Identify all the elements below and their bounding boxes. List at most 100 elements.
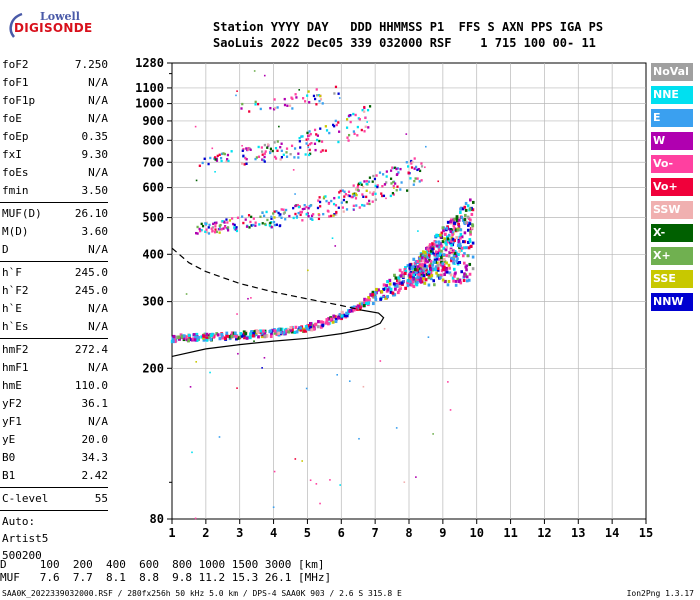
- param-value: N/A: [88, 76, 108, 89]
- noise-mark: [253, 70, 256, 72]
- spread-echo-mark: [455, 251, 458, 255]
- echo-mark: [177, 335, 181, 339]
- spread-echo-mark: [467, 240, 470, 244]
- echo-mark: [207, 232, 211, 235]
- echo-mark: [337, 92, 340, 95]
- echo-mark: [261, 150, 264, 153]
- param-name: h`E: [2, 302, 22, 315]
- echo-mark: [363, 110, 366, 113]
- noise-mark: [403, 481, 406, 483]
- spread-echo-mark: [450, 259, 453, 263]
- spread-echo-mark: [467, 246, 471, 250]
- echo-mark: [297, 205, 301, 209]
- echo-mark: [218, 227, 222, 230]
- spread-echo-mark: [452, 257, 456, 261]
- echo-mark: [321, 323, 325, 327]
- param-row-fof1: foF1 N/A: [0, 74, 108, 92]
- spread-echo-mark: [453, 221, 457, 225]
- spread-echo-mark: [429, 246, 432, 250]
- spread-echo-mark: [452, 256, 456, 260]
- spread-echo-mark: [466, 254, 470, 258]
- spread-echo-mark: [433, 258, 437, 262]
- echo-mark: [384, 296, 388, 300]
- echo-mark: [195, 338, 199, 342]
- echo-mark: [255, 329, 259, 333]
- legend-item-e: E: [651, 109, 693, 127]
- echo-mark: [261, 153, 264, 156]
- echo-mark: [389, 287, 393, 291]
- echo-mark: [319, 325, 323, 329]
- spread-echo-mark: [437, 245, 441, 249]
- echo-mark: [340, 314, 344, 318]
- x-tick-label: 4: [270, 526, 277, 540]
- spread-echo-mark: [444, 238, 448, 242]
- echo-mark: [241, 215, 244, 218]
- spread-echo-mark: [448, 266, 451, 270]
- echo-mark: [329, 317, 333, 321]
- legend-item-vominus: Vo-: [651, 155, 693, 173]
- echo-mark: [250, 330, 254, 334]
- noise-mark: [305, 387, 308, 390]
- echo-mark: [184, 335, 188, 339]
- echo-mark: [351, 192, 355, 196]
- echo-mark: [200, 222, 203, 226]
- spread-echo-mark: [453, 239, 457, 243]
- noise-mark: [194, 517, 197, 520]
- echo-mark: [215, 157, 218, 160]
- echo-mark: [334, 317, 338, 322]
- spread-echo-mark: [443, 237, 446, 241]
- echo-mark: [235, 226, 238, 229]
- echo-mark: [362, 185, 365, 189]
- noise-mark: [353, 209, 355, 211]
- spread-echo-mark: [462, 220, 466, 224]
- spread-echo-mark: [425, 246, 428, 250]
- echo-mark: [301, 207, 304, 211]
- param-value: N/A: [88, 361, 108, 374]
- echo-mark: [321, 149, 324, 152]
- echo-mark: [342, 198, 345, 202]
- param-value: 55: [94, 492, 108, 505]
- echo-mark: [201, 161, 204, 165]
- echo-mark: [399, 167, 402, 171]
- echo-mark: [275, 332, 279, 336]
- spread-echo-mark: [465, 268, 468, 272]
- echo-mark: [413, 157, 416, 160]
- echo-mark: [270, 225, 273, 229]
- echo-mark: [406, 283, 410, 288]
- echo-mark: [254, 221, 257, 224]
- echo-mark: [226, 153, 230, 157]
- echo-mark: [269, 147, 273, 150]
- echo-mark: [277, 327, 281, 331]
- echo-mark: [197, 336, 200, 340]
- spread-echo-mark: [453, 274, 456, 278]
- echo-mark: [354, 188, 358, 191]
- spread-echo-mark: [454, 271, 457, 275]
- spread-echo-mark: [421, 266, 425, 270]
- echo-mark: [291, 107, 294, 110]
- spread-echo-mark: [430, 244, 433, 248]
- echo-mark: [204, 230, 207, 233]
- echo-mark: [223, 336, 227, 341]
- echo-mark: [279, 158, 282, 161]
- echo-mark: [398, 284, 402, 288]
- echo-mark: [444, 248, 448, 252]
- echo-mark: [371, 180, 374, 183]
- spread-echo-mark: [458, 260, 462, 264]
- echo-mark: [248, 226, 251, 229]
- echo-mark: [406, 189, 409, 192]
- echo-mark: [341, 206, 344, 209]
- spread-echo-mark: [417, 275, 420, 279]
- y-tick-label: 400: [142, 247, 164, 261]
- echo-mark: [194, 335, 198, 339]
- echo-mark: [280, 216, 283, 219]
- noise-mark: [413, 266, 415, 268]
- echo-mark: [307, 215, 310, 218]
- echo-mark: [414, 165, 418, 169]
- echo-mark: [399, 274, 403, 278]
- noise-mark: [451, 249, 454, 252]
- echo-mark: [227, 159, 230, 163]
- echo-mark: [378, 171, 382, 174]
- param-name: yE: [2, 433, 16, 446]
- spread-echo-mark: [468, 239, 472, 243]
- echo-mark: [236, 336, 240, 340]
